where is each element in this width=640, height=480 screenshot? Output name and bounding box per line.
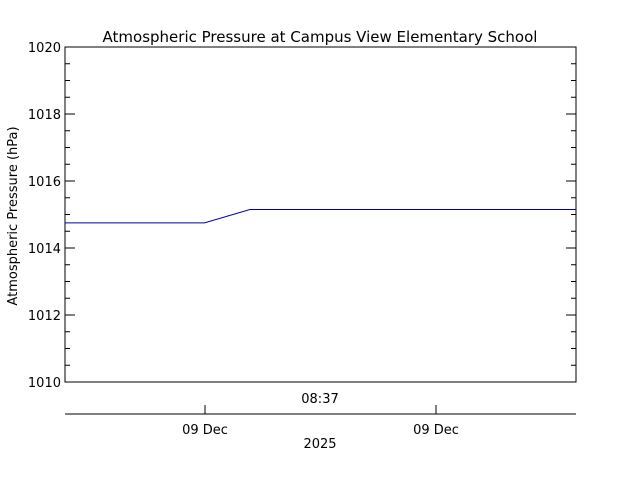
y-tick-label: 1010 (28, 376, 61, 391)
plot-frame (64, 46, 577, 383)
y-tick-label: 1012 (28, 309, 61, 324)
chart-title: Atmospheric Pressure at Campus View Elem… (103, 28, 538, 46)
y-tick-label: 1016 (28, 175, 61, 190)
y-tick-label: 1014 (28, 242, 61, 257)
pressure-series-line (65, 209, 576, 224)
y-axis-ticks (65, 46, 576, 383)
y-axis-labels: 1010 1012 1014 1016 1018 1020 (28, 41, 61, 391)
y-tick-label: 1020 (28, 41, 61, 56)
x-axis-date-label: 09 Dec (182, 423, 228, 438)
x-axis-time-label: 08:37 (301, 392, 338, 407)
series-layer (65, 209, 576, 224)
y-axis-title: Atmospheric Pressure (hPa) (6, 126, 21, 305)
y-tick-label: 1018 (28, 108, 61, 123)
x-axis-date-label: 09 Dec (413, 423, 459, 438)
x-axis-year-label: 2025 (303, 437, 336, 452)
